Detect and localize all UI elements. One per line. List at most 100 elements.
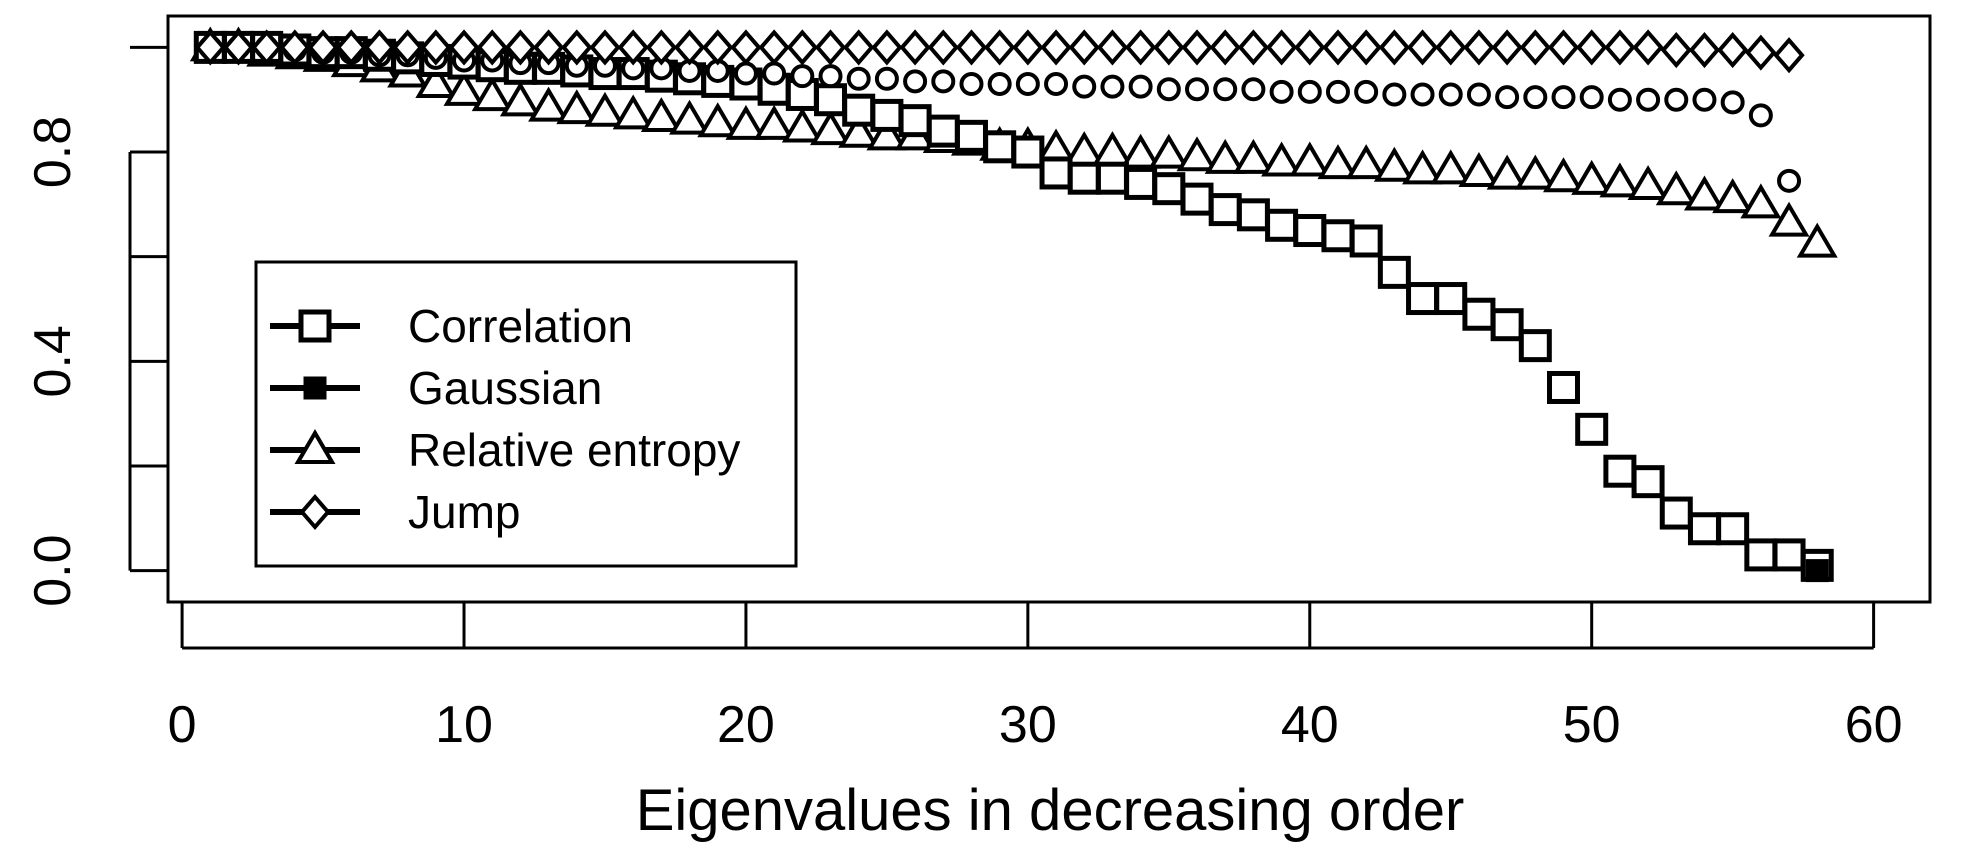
data-point <box>391 29 424 66</box>
data-point <box>959 72 984 97</box>
data-point <box>842 93 876 127</box>
data-point <box>1579 85 1604 110</box>
data-point <box>781 107 823 143</box>
data-point <box>561 29 593 66</box>
legend-marker <box>294 429 336 464</box>
data-point <box>874 66 899 91</box>
data-point <box>448 29 480 66</box>
data-point <box>584 91 626 127</box>
data-point <box>1491 29 1523 66</box>
data-point <box>1354 79 1379 104</box>
data-point <box>846 66 871 91</box>
data-point <box>1241 77 1266 102</box>
data-point <box>1181 29 1213 66</box>
data-point <box>1265 29 1298 66</box>
data-point <box>954 119 988 153</box>
data-point <box>1237 29 1270 66</box>
data-point <box>363 29 396 66</box>
data-point <box>1777 168 1802 193</box>
y-tick-label: 0.4 <box>24 325 82 397</box>
data-point <box>1350 29 1382 66</box>
data-point <box>1044 72 1069 97</box>
data-point <box>870 98 904 132</box>
data-point <box>1124 29 1157 66</box>
data-point <box>702 29 734 66</box>
legend-label: Jump <box>408 486 520 538</box>
data-point <box>1382 82 1407 107</box>
data-point <box>1265 208 1299 242</box>
data-point <box>984 29 1016 66</box>
data-point <box>1438 82 1463 107</box>
data-point <box>1128 74 1153 99</box>
data-point <box>589 29 621 66</box>
data-point <box>818 64 843 89</box>
data-point <box>733 61 758 86</box>
data-point <box>1124 166 1158 200</box>
data-point <box>814 29 847 66</box>
data-point <box>898 104 932 138</box>
data-point <box>753 104 795 140</box>
legend-item: Jump <box>270 486 520 538</box>
data-point <box>194 29 226 66</box>
data-point <box>926 114 960 148</box>
legend-marker <box>303 376 327 400</box>
data-point <box>476 29 508 66</box>
data-point <box>903 69 928 94</box>
data-point <box>1490 308 1524 342</box>
data-point <box>1576 29 1608 66</box>
data-point <box>532 29 565 66</box>
data-point <box>697 102 739 138</box>
x-axis-title: Eigenvalues in decreasing order <box>636 778 1465 843</box>
data-point <box>987 72 1012 97</box>
data-point <box>1575 412 1609 446</box>
data-point <box>556 89 598 125</box>
data-point <box>1068 29 1100 66</box>
data-point <box>645 29 678 66</box>
data-point <box>504 29 537 66</box>
x-tick-label: 50 <box>1563 696 1621 754</box>
x-axis: 0 10 20 30 40 50 60 <box>168 602 1903 754</box>
data-point <box>1289 141 1331 177</box>
data-point <box>838 112 880 148</box>
data-point <box>1772 538 1806 572</box>
data-point <box>1012 29 1044 66</box>
data-point <box>1349 224 1383 258</box>
data-point <box>1176 136 1218 172</box>
data-point <box>1519 29 1551 66</box>
y-tick-label: 0.8 <box>24 116 82 188</box>
data-point <box>1514 154 1556 190</box>
data-point <box>669 99 711 135</box>
data-point <box>1463 29 1495 66</box>
data-point <box>612 94 654 130</box>
data-point <box>1096 29 1129 66</box>
data-point <box>1148 133 1190 169</box>
data-point <box>1322 29 1354 66</box>
data-point <box>1040 29 1072 66</box>
data-point <box>617 29 649 66</box>
data-point <box>1716 512 1750 546</box>
data-point <box>1466 82 1491 107</box>
data-point <box>1095 161 1129 195</box>
data-point <box>1744 538 1778 572</box>
x-tick-label: 10 <box>435 696 493 754</box>
legend-item: Correlation <box>270 300 633 352</box>
data-point <box>899 29 931 66</box>
data-point <box>1015 72 1040 97</box>
plot-frame <box>166 14 1932 604</box>
data-point <box>1458 152 1500 187</box>
data-point <box>1261 141 1303 177</box>
data-point <box>725 104 767 140</box>
data-point <box>1523 85 1548 110</box>
plot-border <box>166 14 1932 604</box>
data-point <box>1377 255 1411 289</box>
data-point <box>1156 77 1181 102</box>
data-point <box>1294 29 1326 66</box>
data-point <box>1462 297 1496 331</box>
data-point <box>1269 79 1294 104</box>
data-point <box>871 29 903 66</box>
data-point <box>1796 222 1838 258</box>
data-point <box>1687 512 1721 546</box>
data-point <box>1100 74 1125 99</box>
series-jump <box>194 29 1805 74</box>
data-point <box>222 29 255 66</box>
